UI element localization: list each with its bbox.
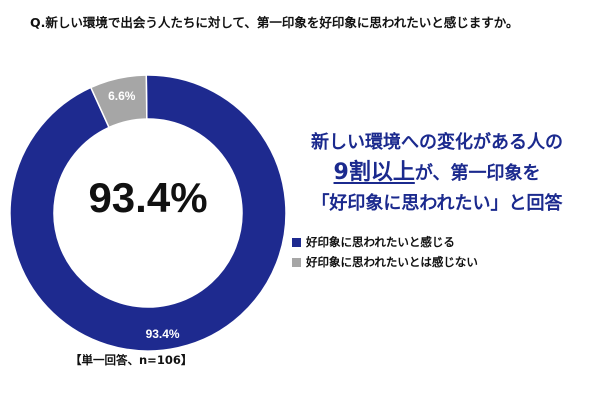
legend-item-no: 好印象に思われたいとは感じない [292, 252, 478, 272]
legend-item-yes: 好印象に思われたいと感じる [292, 232, 478, 252]
center-percentage-label: 93.4% [88, 174, 207, 221]
slice-labels: 93.4% 6.6% [108, 89, 180, 341]
headline-line-2: 9割以上が、第一印象を [282, 158, 592, 189]
headline: 新しい環境への変化がある人の 9割以上が、第一印象を 「好印象に思われたい」と回… [282, 128, 592, 219]
sample-note: 【単一回答、n=106】 [70, 353, 193, 367]
legend-swatch-no [292, 257, 301, 267]
question-text: Q.新しい環境で出会う人たちに対して、第一印象を好印象に思われたいと感じますか。 [30, 15, 519, 30]
donut-slices [9, 74, 287, 352]
slice-yes [9, 74, 287, 352]
slice-label-no: 6.6% [108, 89, 136, 103]
slice-label-yes: 93.4% [146, 327, 180, 341]
legend-swatch-yes [292, 237, 301, 247]
headline-line-1: 新しい環境への変化がある人の [311, 132, 563, 153]
slice-no [89, 74, 148, 129]
legend-label-no: 好印象に思われたいとは感じない [306, 255, 478, 269]
headline-line-3: 「好印象に思われたい」と回答 [311, 193, 563, 214]
legend: 好印象に思われたいと感じる 好印象に思われたいとは感じない [292, 232, 478, 272]
legend-label-yes: 好印象に思われたいと感じる [306, 235, 455, 249]
headline-emphasis: 9割以上 [333, 160, 415, 185]
headline-line-2-rest: が、第一印象を [414, 163, 541, 184]
